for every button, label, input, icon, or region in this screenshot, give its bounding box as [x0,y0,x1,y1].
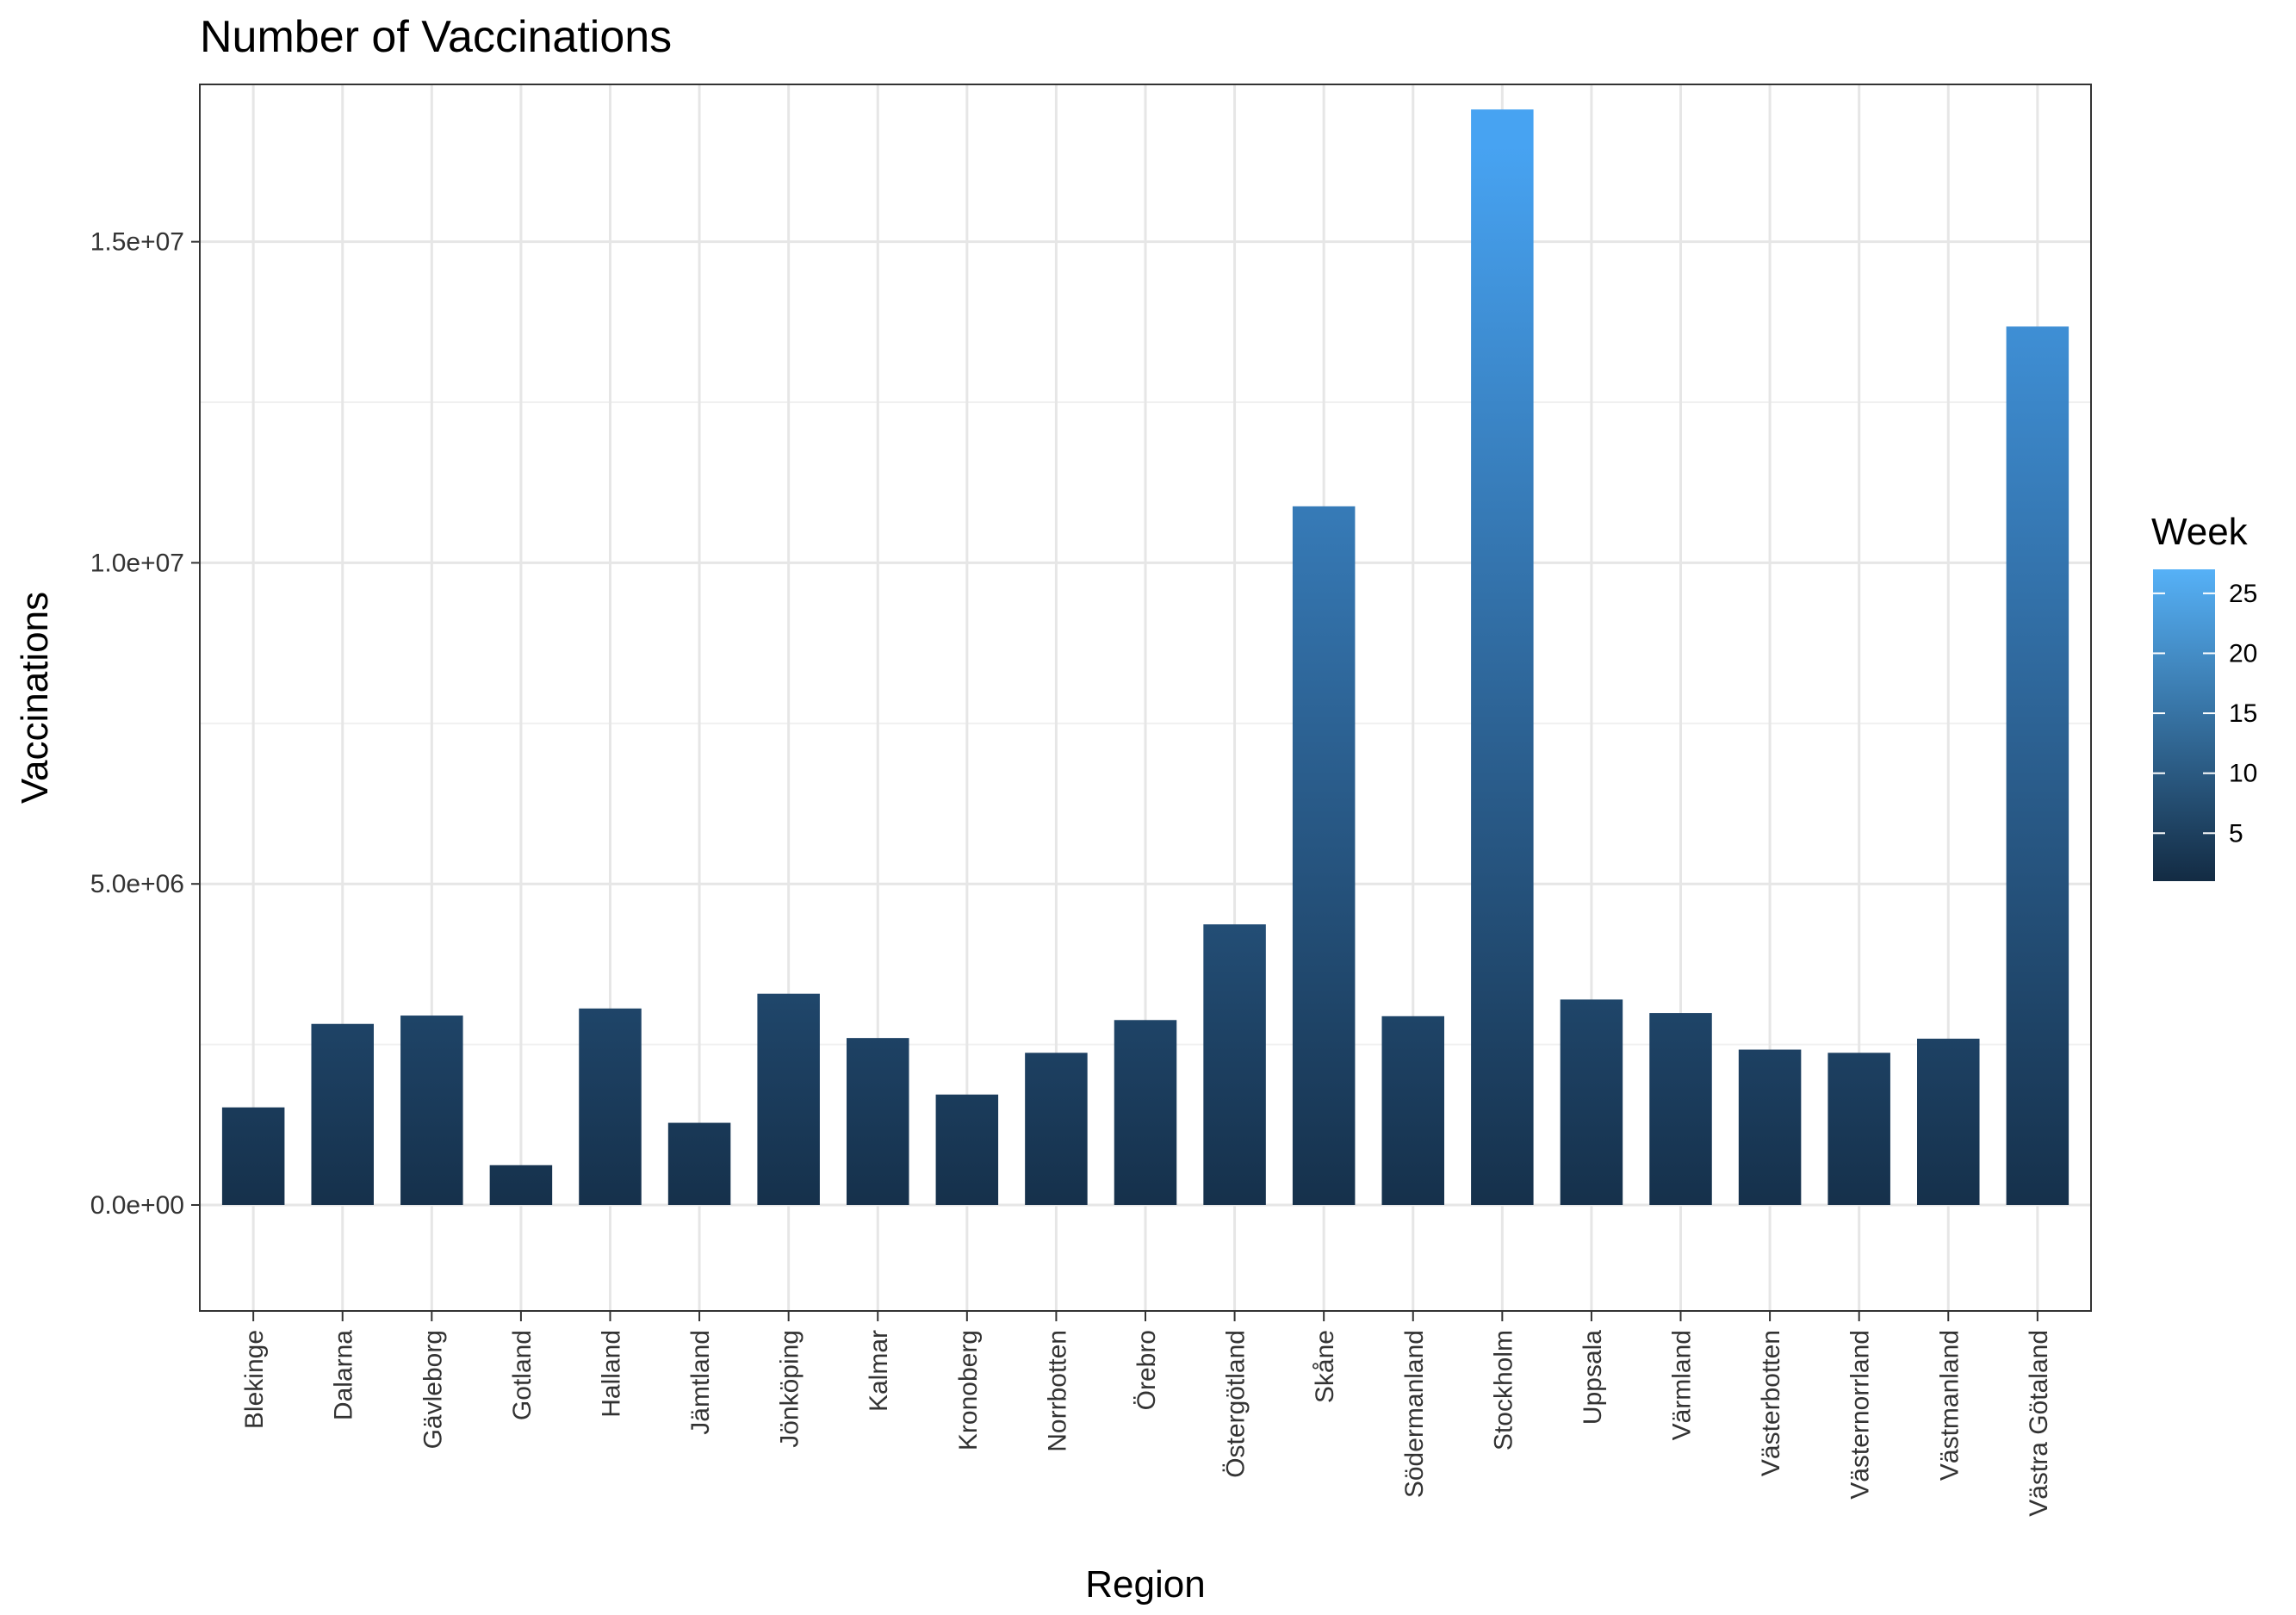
x-tick-label: Dalarna [330,1330,358,1420]
legend-title: Week [2151,511,2249,553]
x-tick-label: Kalmar [865,1330,893,1412]
bar [2006,326,2070,1205]
chart-title: Number of Vaccinations [200,12,672,62]
bar [1114,1020,1177,1205]
x-tick-label: Skåne [1311,1330,1339,1403]
bar [1203,924,1266,1205]
x-tick-label: Västra Götaland [2025,1330,2053,1517]
x-tick-label: Kronoberg [954,1330,983,1450]
legend-ticks: 5 10 15 20 25 [2153,580,2257,848]
y-tick-label: 0.0e+00 [90,1191,184,1220]
bar [1917,1038,1980,1205]
x-tick-label: Västerbotten [1757,1330,1785,1476]
x-axis: Blekinge Dalarna Gävleborg Gotland Halland Jä… [240,1311,2053,1517]
bar [846,1038,909,1205]
legend: Week 5 10 15 20 25 [2151,511,2257,881]
x-tick-label: Gävleborg [419,1330,447,1449]
x-tick-label: Södermanland [1400,1330,1429,1498]
x-tick-label: Gotland [508,1330,537,1420]
y-tick-label: 5.0e+06 [90,870,184,898]
x-tick-label: Östergötland [1222,1330,1250,1478]
x-tick-label: Stockholm [1489,1330,1517,1450]
legend-colorbar [2153,569,2215,881]
bars [221,109,2070,1205]
bar [935,1094,999,1205]
plot-panel [199,84,2092,1312]
legend-tick-label: 5 [2229,819,2243,848]
bar [311,1023,374,1205]
x-tick-label: Norrbotten [1043,1330,1071,1452]
x-tick-label: Jönköping [776,1330,804,1448]
y-axis-title: Vaccinations [14,592,56,804]
legend-tick-label: 25 [2229,580,2257,608]
bar [1025,1053,1088,1205]
bar [1381,1016,1445,1205]
x-tick-label: Uppsala [1579,1330,1607,1425]
x-tick-label: Blekinge [240,1330,269,1429]
x-tick-label: Värmland [1668,1330,1697,1440]
bar [1560,999,1623,1205]
y-tick-label: 1.0e+07 [90,549,184,577]
bar [1649,1013,1712,1205]
x-tick-label: Jämtland [686,1330,715,1435]
bar [1292,506,1356,1205]
bar [221,1107,285,1205]
legend-tick-label: 10 [2229,760,2257,788]
x-tick-label: Västernorrland [1846,1330,1875,1500]
legend-tick-label: 20 [2229,639,2257,668]
y-tick-label: 1.5e+07 [90,228,184,257]
bar [667,1122,731,1205]
bar [579,1008,642,1205]
bar [1827,1053,1890,1205]
bar [400,1016,463,1205]
x-axis-title: Region [1085,1563,1205,1606]
bar [1738,1049,1802,1205]
y-axis: 0.0e+00 5.0e+06 1.0e+07 1.5e+07 [90,228,200,1220]
x-tick-label: Halland [597,1330,625,1418]
legend-tick-label: 15 [2229,699,2257,728]
bar [1471,109,1534,1205]
bar [489,1165,553,1205]
x-tick-label: Västmanland [1935,1330,1964,1481]
x-tick-label: Örebro [1132,1330,1161,1410]
bar [757,993,820,1205]
